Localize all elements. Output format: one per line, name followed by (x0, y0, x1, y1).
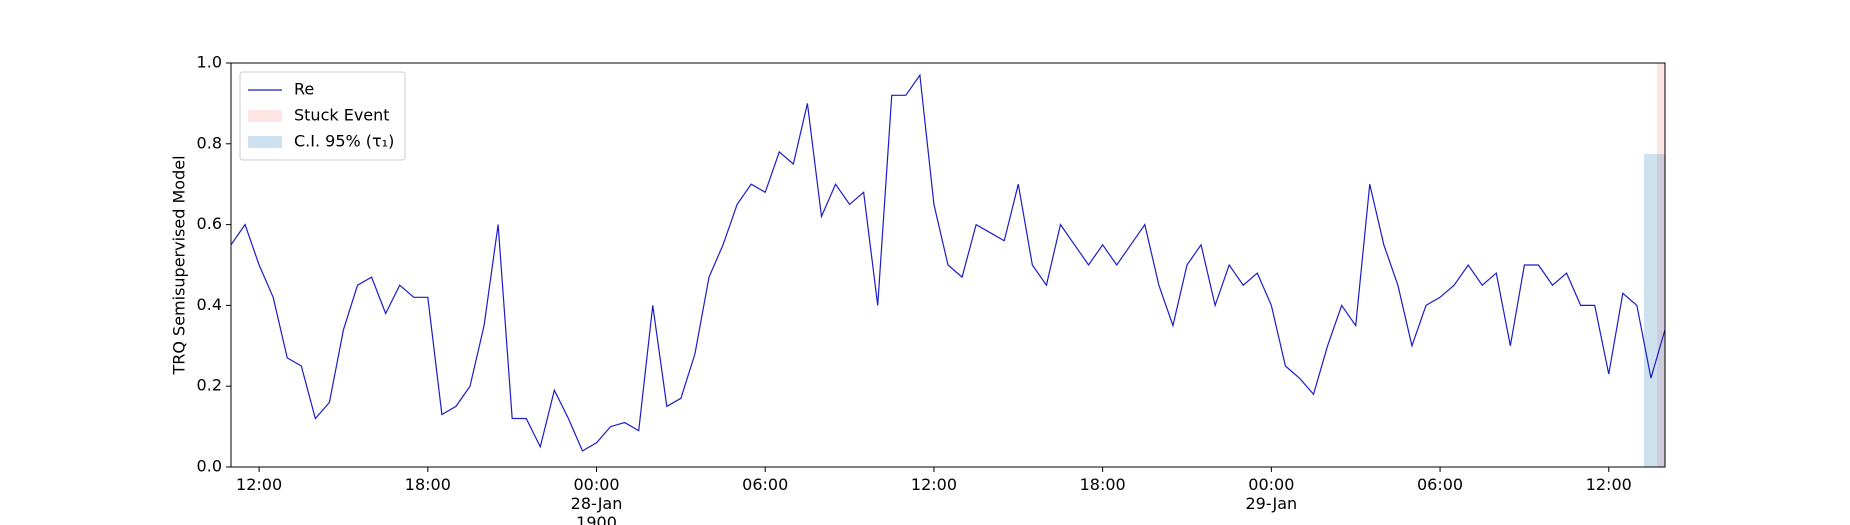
legend-label: Re (294, 80, 314, 99)
span (1657, 63, 1665, 467)
y-tick-label: 0.4 (197, 295, 222, 314)
y-tick-label: 0.8 (197, 133, 222, 152)
x-tick-label: 12:00 (236, 475, 283, 494)
legend-box (239, 71, 406, 161)
x-tick-label: 06:00 (742, 475, 789, 494)
legend-label: C.I. 95% (τ₁) (294, 132, 394, 151)
x-tick-label: 18:00 (404, 475, 451, 494)
y-tick-label: 0.6 (197, 214, 222, 233)
x-tick-label: 18:00 (1079, 475, 1126, 494)
y-tick-label: 0.0 (197, 457, 222, 476)
y-tick-label: 0.2 (197, 376, 222, 395)
legend-label: Stuck Event (294, 106, 390, 125)
x-tick-label: 12:00 (1585, 475, 1632, 494)
y-axis-label: TRQ Semisupervised Model (170, 155, 189, 375)
x-tick-label: 00:00 29-Jan (1245, 475, 1298, 513)
span (1643, 153, 1665, 467)
legend-patch (248, 136, 282, 148)
y-tick-label: 1.0 (197, 53, 222, 72)
x-tick-label: 12:00 (910, 475, 957, 494)
legend: Re Stuck Event C.I. 95% (τ₁) (239, 71, 406, 161)
x-tick-label: 06:00 (1416, 475, 1464, 494)
legend-patch (248, 110, 282, 122)
x-tick-label: 00:00 28-Jan 1900 (570, 475, 623, 525)
plot-frame (230, 62, 1666, 468)
line (230, 73, 1666, 452)
